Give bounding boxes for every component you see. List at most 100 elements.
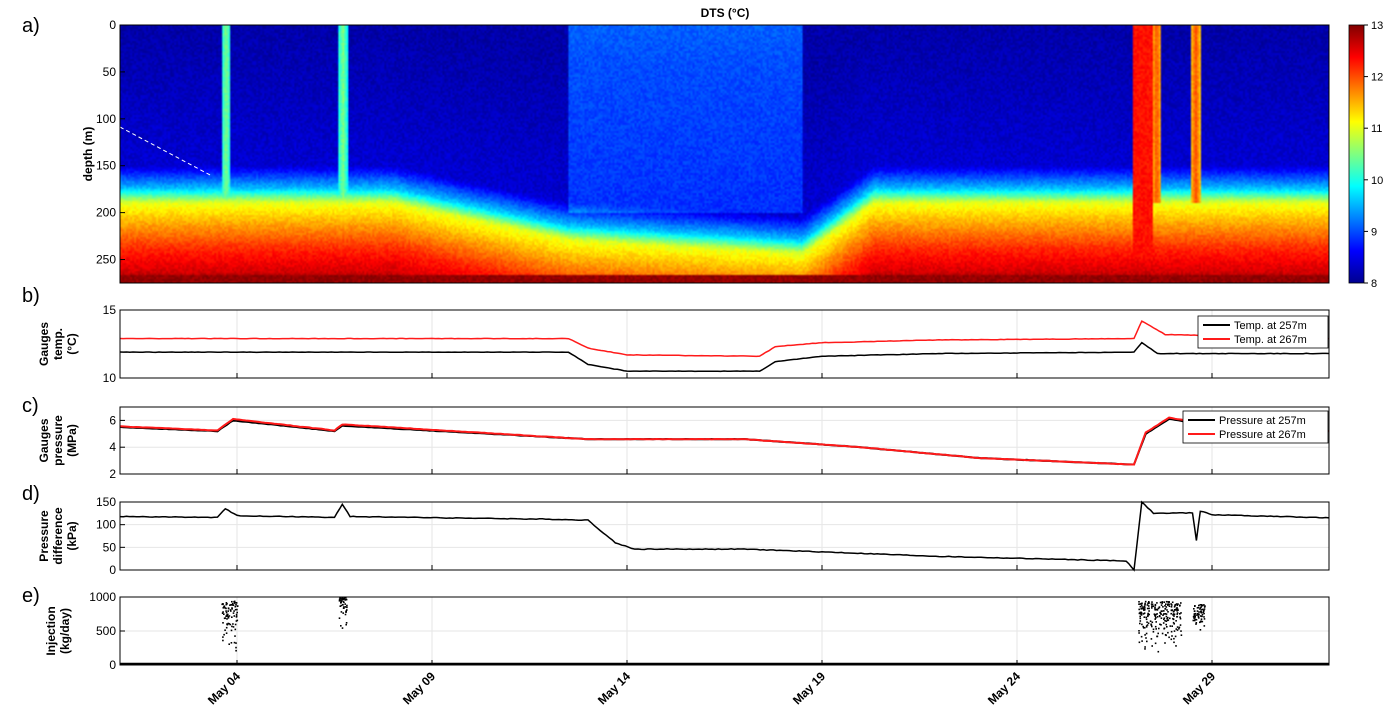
injection-point	[1151, 621, 1154, 624]
injection-point	[1160, 610, 1163, 612]
y-tick-label: 6	[109, 413, 116, 427]
injection-point	[1176, 608, 1179, 611]
injection-point	[1160, 604, 1163, 606]
injection-point	[1172, 617, 1174, 620]
injection-point	[225, 607, 227, 610]
injection-point	[1192, 615, 1195, 618]
injection-point	[1159, 615, 1161, 618]
injection-point	[1201, 608, 1203, 611]
date-tick-label: May 19	[790, 669, 828, 707]
injection-point	[1179, 624, 1182, 626]
injection-point	[340, 625, 342, 627]
injection-point	[223, 613, 225, 615]
injection-point	[1176, 613, 1178, 615]
injection-point	[1154, 609, 1156, 611]
injection-point	[235, 649, 237, 652]
injection-point	[224, 629, 226, 631]
injection-point	[343, 601, 345, 604]
date-tick-label: May 29	[1180, 669, 1218, 707]
dts-title: DTS (°C)	[701, 6, 750, 20]
injection-point	[1156, 616, 1159, 618]
injection-point	[1156, 613, 1158, 615]
injection-point	[1199, 629, 1202, 631]
injection-point	[1178, 627, 1180, 630]
injection-point	[1176, 616, 1178, 618]
heatmap-ylabel: depth (m)	[81, 127, 95, 182]
injection-point	[1150, 624, 1153, 626]
injection-point	[345, 597, 347, 599]
panel-c-ylabel: Gauges pressure (MPa)	[37, 415, 79, 466]
injection-point	[1163, 610, 1165, 612]
injection-point	[1199, 615, 1202, 617]
injection-point	[1140, 605, 1143, 607]
injection-point	[227, 607, 230, 609]
panel-a-label: a)	[22, 15, 40, 37]
injection-point	[1156, 608, 1159, 611]
injection-point	[1151, 605, 1153, 607]
injection-point	[1194, 605, 1196, 607]
injection-point	[1165, 620, 1168, 622]
injection-point	[345, 611, 347, 613]
injection-point	[1147, 602, 1150, 604]
injection-point	[1196, 610, 1199, 612]
injection-point	[235, 642, 237, 644]
injection-point	[341, 598, 343, 601]
date-tick-label: May 04	[205, 669, 243, 707]
series-line-b-0	[119, 341, 1330, 373]
injection-point	[342, 607, 345, 609]
injection-point	[229, 604, 231, 606]
injection-point	[1139, 615, 1141, 618]
injection-point	[1163, 618, 1165, 621]
injection-point	[230, 642, 233, 644]
injection-point	[345, 622, 348, 624]
injection-point	[343, 606, 345, 608]
injection-point	[340, 611, 343, 613]
injection-point	[1164, 605, 1166, 607]
legend-entry: Pressure at 267m	[1219, 429, 1306, 441]
injection-point	[1165, 615, 1168, 618]
legend-box	[1182, 410, 1329, 444]
injection-point	[342, 604, 344, 606]
injection-point	[1203, 604, 1205, 606]
injection-point	[226, 618, 228, 620]
injection-point	[338, 600, 341, 602]
heatmap-depth-ticks: 0 50 100 150 200 250	[96, 18, 125, 267]
series-line-d-0	[119, 500, 1330, 572]
injection-point	[1180, 612, 1182, 614]
plot-area	[120, 502, 1329, 570]
injection-point	[1154, 614, 1156, 616]
ylabel-line: difference	[51, 507, 65, 565]
injection-point	[232, 604, 235, 606]
injection-point	[226, 613, 228, 616]
injection-point	[1138, 612, 1141, 615]
injection-point	[338, 598, 341, 601]
injection-point	[1141, 640, 1143, 642]
panel-b-legend: Temp. at 257m Temp. at 267m	[1197, 315, 1329, 349]
injection-point	[1146, 621, 1148, 623]
injection-point	[231, 600, 233, 603]
injection-point	[1164, 634, 1167, 636]
injection-point	[1140, 635, 1143, 638]
panel-b-label: b)	[22, 285, 40, 307]
injection-point	[1163, 613, 1165, 615]
injection-point	[1199, 621, 1202, 623]
injection-point	[1193, 617, 1195, 619]
injection-point	[344, 603, 346, 605]
injection-point	[1165, 600, 1168, 603]
injection-point	[1159, 601, 1162, 604]
injection-point	[1144, 648, 1146, 650]
injection-point	[1177, 609, 1179, 611]
injection-point	[1196, 614, 1198, 616]
injection-point	[234, 623, 237, 626]
injection-point	[236, 611, 238, 614]
y-tick-label: 1000	[89, 590, 116, 604]
injection-point	[1176, 604, 1179, 607]
injection-point	[344, 606, 347, 608]
injection-point	[1140, 612, 1143, 614]
colorbar-tick-label: 10	[1371, 175, 1383, 187]
injection-point	[1167, 603, 1169, 606]
